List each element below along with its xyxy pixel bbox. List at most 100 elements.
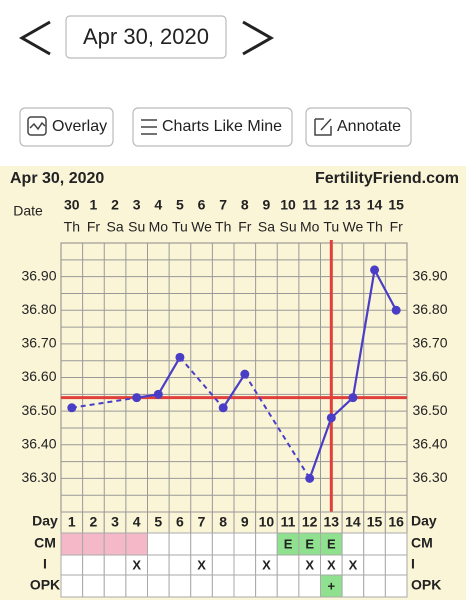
date-number: 1: [90, 197, 98, 213]
row-cell: [384, 554, 408, 576]
cell-text: X: [197, 557, 206, 572]
row-cell: [276, 574, 300, 598]
weekday: We: [343, 219, 364, 235]
cell-text: X: [327, 557, 336, 572]
weekday: Tu: [172, 219, 188, 235]
next-arrow[interactable]: [242, 20, 275, 56]
date-number: 14: [367, 197, 383, 213]
weekday: Fr: [87, 219, 101, 235]
day-number: 2: [90, 514, 98, 530]
date-number: 9: [263, 197, 271, 213]
row-cell: [190, 574, 213, 598]
cell-text: X: [349, 557, 358, 572]
row-cell: [211, 574, 235, 598]
day-number: 1: [68, 514, 76, 530]
row-cell: [147, 554, 170, 576]
row-cell: [211, 532, 235, 556]
annotate-button[interactable]: [305, 107, 412, 147]
day-number: 7: [198, 514, 206, 530]
row-cell: [233, 554, 257, 576]
y2-tick-label: 36.40: [412, 435, 447, 451]
y-tick-label: 36.30: [21, 469, 56, 485]
row-cell: [147, 532, 170, 556]
row-label: OPK: [30, 577, 60, 593]
row-cell: [341, 532, 365, 556]
y-tick-label: 36.40: [21, 435, 56, 451]
day-number: 5: [154, 514, 162, 530]
day-number: 4: [133, 514, 141, 530]
row-cell: [363, 574, 386, 598]
weekday: Mo: [300, 219, 320, 235]
y2-tick-label: 36.70: [412, 335, 447, 351]
row-cell: [211, 554, 235, 576]
row-label: CM: [411, 535, 433, 551]
day-number: 6: [176, 514, 184, 530]
date-number: 13: [345, 197, 361, 213]
row-label: OPK: [411, 577, 441, 593]
chart-title: Apr 30, 2020: [10, 170, 104, 187]
row-cell: [190, 532, 213, 556]
temperature-point: [175, 352, 185, 362]
row-cell: [147, 574, 170, 598]
y2-tick-label: 36.90: [412, 267, 447, 283]
weekday: Tu: [323, 219, 339, 235]
y2-tick-label: 36.80: [412, 301, 447, 317]
sliders-icon: [141, 119, 157, 135]
row-cell: [363, 554, 386, 576]
weekday: Fr: [390, 219, 404, 235]
date-box[interactable]: [65, 15, 227, 59]
date-number: 12: [324, 197, 340, 213]
weekday: Fr: [238, 219, 252, 235]
day-label: Day: [411, 513, 437, 529]
charts-like-mine-button[interactable]: [132, 107, 293, 147]
row-cell: [233, 532, 257, 556]
day-number: 12: [302, 514, 318, 530]
cell-text: E: [327, 536, 336, 551]
date-number: 8: [241, 197, 249, 213]
row-cell: [341, 574, 365, 598]
row-cell: [276, 554, 300, 576]
row-cell: [384, 574, 408, 598]
row-cell: [168, 532, 192, 556]
y-tick-label: 36.60: [21, 368, 56, 384]
gap-connector: [179, 356, 224, 409]
date-number: 30: [64, 197, 80, 213]
day-label: Day: [32, 513, 58, 529]
date-number: 4: [154, 197, 162, 213]
temperature-point: [218, 403, 228, 413]
date-number: 10: [280, 197, 296, 213]
weekday: We: [191, 219, 212, 235]
temperature-point: [240, 369, 250, 379]
day-number: 11: [281, 514, 296, 530]
row-cell: [103, 532, 127, 556]
overlay-icon-line: [29, 121, 46, 131]
weekday: Th: [64, 219, 80, 235]
day-number: 13: [324, 514, 340, 530]
day-number: 10: [259, 514, 275, 530]
row-cell: [82, 574, 105, 598]
row-cell: [60, 554, 84, 576]
weekday: Su: [280, 219, 297, 235]
date-number: 15: [388, 197, 404, 213]
temperature-point: [391, 305, 401, 315]
row-cell: [82, 532, 105, 556]
cell-text: X: [305, 557, 314, 572]
row-label: I: [43, 556, 47, 572]
button-label: Overlay: [52, 118, 107, 135]
temperature-point: [153, 389, 163, 399]
row-cell: [60, 532, 84, 556]
day-number: 9: [241, 514, 249, 530]
row-cell: [298, 574, 321, 598]
date-number: 6: [198, 197, 206, 213]
row-cell: [233, 574, 257, 598]
gap-connector: [243, 373, 311, 479]
prev-arrow[interactable]: [18, 20, 51, 56]
weekday: Th: [215, 219, 231, 235]
cell-text: X: [262, 557, 271, 572]
y-tick-label: 36.50: [21, 402, 56, 418]
site-name: FertilityFriend.com: [315, 170, 459, 187]
weekday: Sa: [107, 219, 124, 235]
button-label: Charts Like Mine: [162, 118, 282, 135]
